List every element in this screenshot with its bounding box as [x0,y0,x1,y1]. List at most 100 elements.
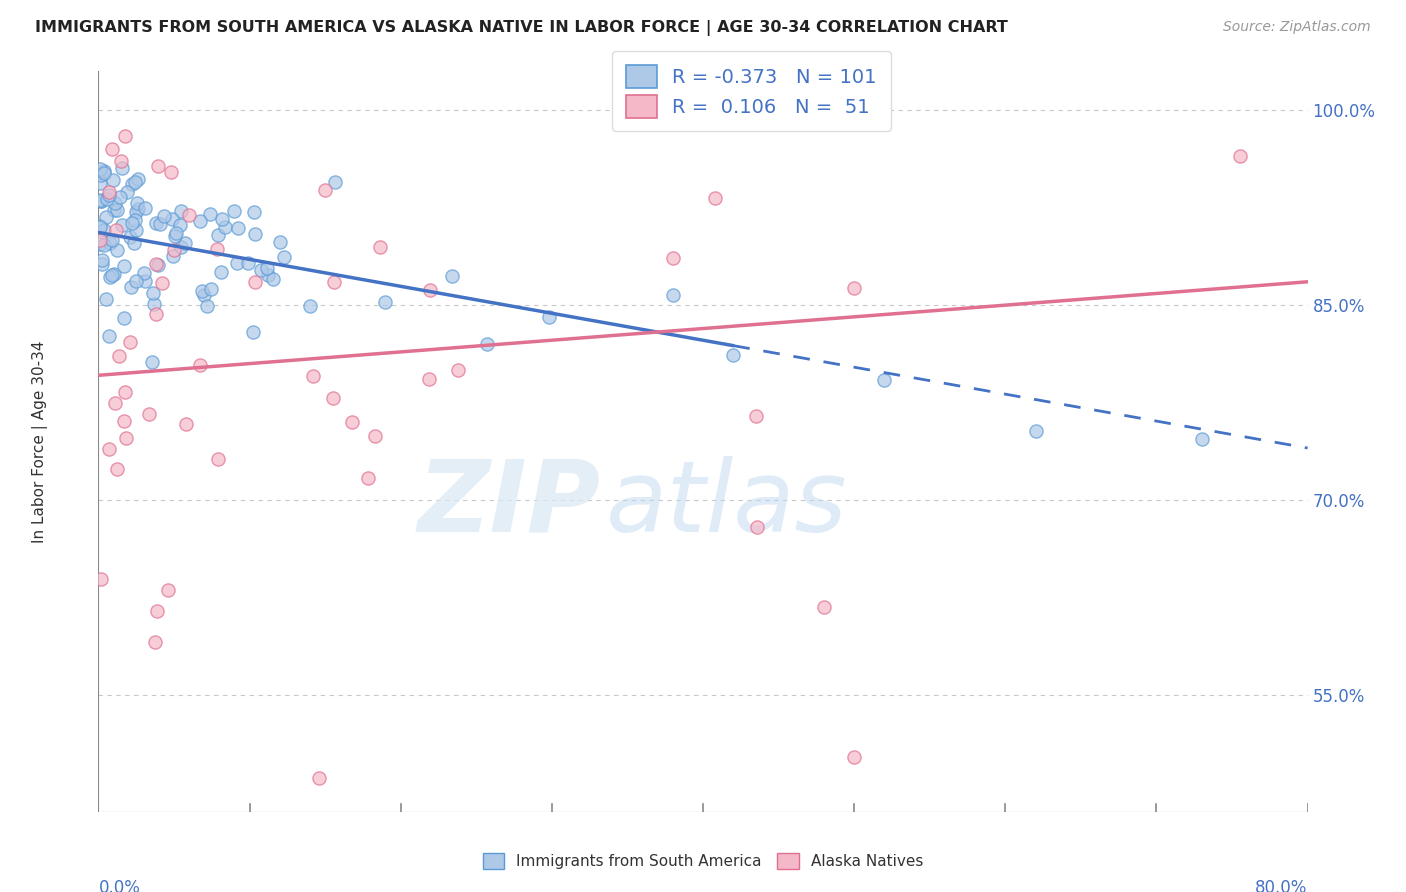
Point [323,175,346,189]
Text: ZIP: ZIP [418,456,600,553]
Point [96,292,118,306]
Point [122,236,145,251]
Point [91,253,114,268]
Point [138,407,160,421]
Point [96,192,118,206]
Point [112,259,135,273]
Point [127,172,149,186]
Point [91,257,114,271]
Point [226,256,249,270]
Point [160,164,183,178]
Point [125,223,148,237]
Point [364,428,387,442]
Point [143,635,166,649]
Point [114,431,136,445]
Point [209,264,232,278]
Point [93,166,115,180]
Point [813,600,835,615]
Point [368,239,391,253]
Point [222,204,245,219]
Point [200,282,222,296]
Point [145,216,167,230]
Text: 80.0%: 80.0% [1256,880,1308,892]
Point [96,210,118,224]
Point [149,217,172,231]
Point [1191,432,1213,446]
Point [101,268,124,282]
Point [226,221,249,235]
Point [89,219,111,233]
Point [103,267,125,281]
Point [112,311,135,326]
Point [118,334,141,349]
Point [127,202,149,217]
Point [104,396,127,410]
Point [188,359,211,373]
Point [169,219,191,233]
Point [242,325,264,339]
Point [108,189,131,203]
Point [207,228,229,243]
Point [269,235,291,250]
Point [661,288,683,302]
Point [257,268,280,282]
Point [89,233,111,247]
Point [125,274,148,288]
Point [170,203,193,218]
Point [207,452,229,467]
Point [242,204,264,219]
Point [374,295,396,310]
Point [89,193,111,207]
Text: Source: ZipAtlas.com: Source: ZipAtlas.com [1223,20,1371,34]
Point [90,194,112,208]
Point [103,203,125,218]
Point [256,260,278,275]
Point [142,296,165,310]
Point [195,299,218,313]
Point [111,218,134,232]
Point [214,220,236,235]
Point [441,268,464,283]
Point [90,194,112,209]
Point [191,284,214,298]
Point [134,266,156,280]
Point [93,164,115,178]
Point [114,385,136,400]
Point [273,251,295,265]
Point [97,185,120,199]
Point [98,442,121,457]
Point [153,210,176,224]
Point [211,212,233,227]
Point [1024,424,1046,438]
Point [661,251,683,265]
Point [150,277,173,291]
Point [124,175,146,189]
Point [111,161,134,175]
Point [298,299,321,313]
Point [125,195,148,210]
Point [236,256,259,270]
Point [108,350,131,364]
Point [121,177,143,191]
Point [302,369,325,384]
Text: IMMIGRANTS FROM SOUTH AMERICA VS ALASKA NATIVE IN LABOR FORCE | AGE 30-34 CORREL: IMMIGRANTS FROM SOUTH AMERICA VS ALASKA … [35,20,1008,36]
Legend: Immigrants from South America, Alaska Natives: Immigrants from South America, Alaska Na… [477,847,929,875]
Point [322,391,344,405]
Point [89,219,111,234]
Point [145,307,167,321]
Point [477,337,499,351]
Point [104,195,127,210]
Point [419,283,441,297]
Point [148,159,170,173]
Point [873,373,896,387]
Point [262,272,284,286]
Point [97,188,120,202]
Point [162,249,184,263]
Point [118,229,141,244]
Point [170,240,193,254]
Point [98,329,121,343]
Point [163,228,186,243]
Point [323,275,346,289]
Point [844,750,866,764]
Point [124,212,146,227]
